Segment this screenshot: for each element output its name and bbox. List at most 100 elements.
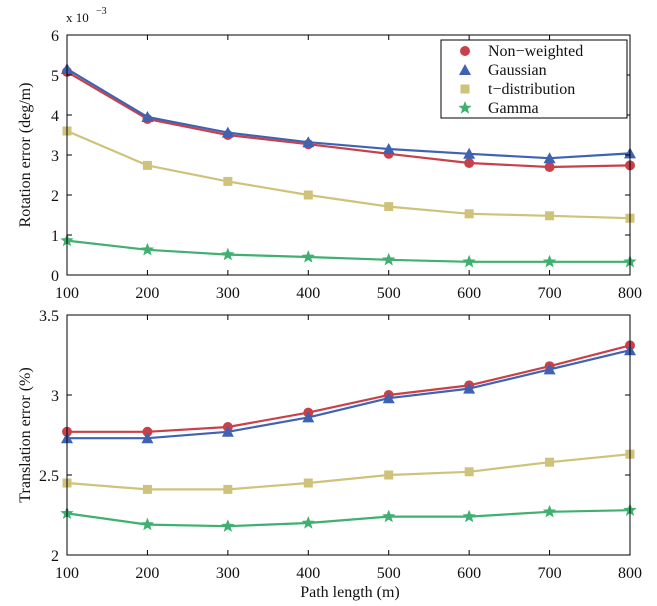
translation-point-gamma bbox=[221, 519, 235, 532]
translation-series-gamma bbox=[60, 503, 637, 532]
rotation-series-gaussian bbox=[61, 63, 636, 164]
rotation-point-t-distribution bbox=[142, 160, 152, 170]
rotation-point-gamma bbox=[301, 250, 315, 263]
rotation-point-gamma bbox=[382, 252, 396, 266]
y-scale-multiplier: x 10 bbox=[66, 10, 89, 25]
rotation-line-non-weighted bbox=[66, 70, 631, 169]
translation-point-gaussian bbox=[302, 411, 315, 423]
rotation-point-t-distribution bbox=[384, 202, 394, 212]
rotation-point-non-weighted bbox=[464, 158, 475, 168]
legend-marker-circle bbox=[460, 46, 470, 56]
translation-point-t-distribution bbox=[223, 484, 233, 494]
translation-point-gaussian bbox=[543, 363, 556, 375]
translation-x-tick-label: 700 bbox=[538, 565, 562, 582]
rotation-point-gaussian bbox=[463, 147, 476, 159]
rotation-y-tick-label: 2 bbox=[51, 188, 59, 205]
translation-y-tick-label: 2.5 bbox=[39, 468, 59, 485]
translation-x-tick-label: 500 bbox=[377, 565, 401, 582]
translation-line-gaussian bbox=[67, 349, 631, 440]
legend-marker-star bbox=[458, 101, 472, 114]
rotation-point-gaussian bbox=[543, 152, 556, 164]
translation-x-tick-label: 100 bbox=[55, 565, 79, 582]
rotation-point-gamma bbox=[462, 254, 476, 268]
translation-point-t-distribution bbox=[464, 467, 474, 477]
y-scale-exponent: −3 bbox=[96, 6, 107, 17]
rotation-x-tick-label: 300 bbox=[216, 285, 240, 302]
rotation-y-tick-label: 1 bbox=[51, 228, 59, 245]
translation-line-non-weighted bbox=[67, 344, 631, 433]
translation-y-axis-label: Translation error (%) bbox=[17, 367, 34, 502]
legend: Non−weighted Gaussian t−distribution Gamma bbox=[440, 39, 628, 119]
rotation-error-chart: 100 200 300 400 500 600 700 800 0 1 2 3 4 5 6 Rotation… bbox=[17, 6, 642, 302]
legend-label: t−distribution bbox=[488, 81, 575, 98]
legend-entry: Gaussian bbox=[459, 62, 547, 79]
rotation-series-t-distribution bbox=[62, 126, 635, 223]
translation-point-t-distribution bbox=[142, 484, 152, 494]
legend-marker-triangle bbox=[459, 64, 471, 75]
rotation-x-tick-label: 500 bbox=[377, 285, 401, 302]
rotation-x-tick-label: 400 bbox=[296, 285, 320, 302]
rotation-x-tick-label: 100 bbox=[55, 285, 79, 302]
translation-point-gamma bbox=[382, 509, 396, 523]
translation-x-tick-label: 300 bbox=[216, 565, 240, 582]
rotation-x-tick-label: 600 bbox=[457, 285, 481, 302]
rotation-point-gaussian bbox=[141, 111, 154, 122]
legend-entry: Non−weighted bbox=[460, 43, 583, 60]
translation-point-non-weighted bbox=[142, 426, 153, 437]
translation-line-gamma bbox=[66, 509, 631, 528]
translation-point-gamma bbox=[301, 516, 315, 529]
translation-y-tick-label: 3.5 bbox=[39, 308, 59, 325]
translation-x-tick-label: 200 bbox=[135, 565, 159, 582]
rotation-line-gamma bbox=[66, 239, 630, 263]
translation-point-gaussian bbox=[463, 382, 476, 394]
rotation-point-gamma bbox=[140, 242, 155, 256]
legend-marker-square bbox=[460, 84, 470, 94]
translation-x-tick-label: 600 bbox=[457, 565, 481, 582]
rotation-point-non-weighted bbox=[544, 162, 555, 172]
translation-series-t-distribution bbox=[62, 449, 635, 494]
legend-label: Non−weighted bbox=[488, 43, 583, 60]
rotation-series-gamma bbox=[60, 233, 637, 268]
translation-point-t-distribution bbox=[545, 457, 555, 467]
rotation-point-gaussian bbox=[382, 143, 395, 154]
rotation-point-gamma bbox=[542, 254, 557, 268]
rotation-point-t-distribution bbox=[464, 209, 474, 219]
rotation-point-gamma bbox=[221, 247, 235, 261]
translation-point-gamma bbox=[542, 504, 557, 518]
translation-x-tick-label: 400 bbox=[296, 565, 320, 582]
rotation-y-tick-label: 0 bbox=[51, 268, 59, 285]
x-axis-label: Path length (m) bbox=[300, 584, 400, 601]
rotation-line-t-distribution bbox=[66, 129, 631, 220]
rotation-point-gaussian bbox=[302, 136, 315, 148]
rotation-point-gaussian bbox=[221, 126, 234, 138]
rotation-y-tick-label: 4 bbox=[51, 108, 59, 125]
translation-x-tick-label: 800 bbox=[618, 565, 642, 582]
rotation-point-t-distribution bbox=[303, 190, 313, 200]
translation-point-gamma bbox=[140, 517, 155, 531]
legend-label: Gaussian bbox=[488, 62, 547, 79]
legend-entry: Gamma bbox=[458, 100, 539, 117]
translation-point-t-distribution bbox=[384, 470, 394, 480]
rotation-point-t-distribution bbox=[545, 211, 555, 221]
legend-box bbox=[440, 39, 628, 119]
legend-label: Gamma bbox=[488, 100, 539, 117]
rotation-y-tick-label: 3 bbox=[51, 148, 59, 165]
translation-error-chart: 100 200 300 400 500 600 700 800 2 2.5 3 3.5 Transla… bbox=[17, 308, 642, 601]
translation-y-tick-label: 2 bbox=[51, 548, 59, 565]
rotation-y-axis-label: Rotation error (deg/m) bbox=[17, 83, 34, 228]
legend-entry: t−distribution bbox=[460, 81, 575, 98]
rotation-line-gaussian bbox=[66, 68, 631, 160]
translation-series-non-weighted bbox=[62, 340, 635, 437]
rotation-x-tick-label: 800 bbox=[618, 285, 642, 302]
rotation-x-tick-label: 200 bbox=[135, 285, 159, 302]
translation-y-tick-label: 3 bbox=[51, 388, 59, 405]
rotation-y-tick-label: 6 bbox=[51, 28, 59, 45]
translation-line-t-distribution bbox=[66, 453, 631, 491]
rotation-x-tick-label: 700 bbox=[538, 285, 562, 302]
translation-point-t-distribution bbox=[303, 478, 313, 488]
translation-point-gaussian bbox=[382, 392, 395, 404]
translation-point-gaussian bbox=[221, 425, 234, 437]
translation-plot-frame bbox=[66, 314, 631, 556]
rotation-point-t-distribution bbox=[223, 176, 233, 186]
